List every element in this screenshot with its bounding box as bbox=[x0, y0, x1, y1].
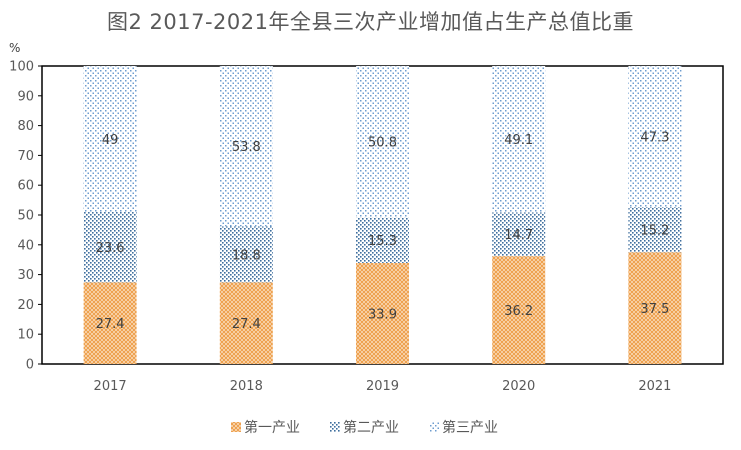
bar-segment-secondary-2018 bbox=[219, 226, 273, 283]
data-label-tertiary-2018: 53.8 bbox=[232, 140, 261, 155]
bar-segment-tertiary-2020 bbox=[492, 66, 546, 213]
legend-label-primary: 第一产业 bbox=[244, 419, 300, 436]
data-label-primary-2020: 36.2 bbox=[504, 304, 533, 319]
chart-title: 图2 2017-2021年全县三次产业增加值占生产总值比重 bbox=[107, 10, 634, 34]
legend-label-secondary: 第二产业 bbox=[343, 419, 399, 436]
legend-swatch-secondary bbox=[330, 422, 340, 432]
bar-segment-primary-2019 bbox=[356, 262, 409, 364]
data-label-secondary-2019: 15.3 bbox=[368, 234, 397, 249]
x-tick-label: 2018 bbox=[230, 379, 263, 394]
data-label-secondary-2020: 14.7 bbox=[504, 228, 533, 243]
x-tick-label: 2021 bbox=[638, 379, 671, 394]
y-tick-label: 80 bbox=[17, 119, 34, 134]
legend-swatch-tertiary bbox=[429, 422, 439, 432]
bar-segment-tertiary-2019 bbox=[356, 66, 409, 218]
bar-segment-tertiary-2021 bbox=[628, 66, 682, 207]
bar-segment-tertiary-2017 bbox=[83, 66, 137, 213]
data-label-tertiary-2017: 49 bbox=[102, 133, 119, 148]
y-tick-label: 0 bbox=[26, 358, 34, 373]
legend-label-tertiary: 第三产业 bbox=[442, 419, 498, 436]
bar-segment-primary-2018 bbox=[219, 282, 273, 364]
bar-segment-secondary-2019 bbox=[356, 217, 409, 263]
bar-segment-primary-2020 bbox=[492, 256, 546, 364]
data-label-primary-2018: 27.4 bbox=[232, 317, 261, 332]
data-label-tertiary-2021: 47.3 bbox=[640, 130, 669, 145]
bar-segment-primary-2021 bbox=[628, 252, 682, 364]
data-label-secondary-2021: 15.2 bbox=[640, 224, 669, 239]
data-label-tertiary-2020: 49.1 bbox=[504, 133, 533, 148]
data-label-primary-2017: 27.4 bbox=[96, 317, 125, 332]
data-label-primary-2021: 37.5 bbox=[640, 302, 669, 317]
bar-segment-tertiary-2018 bbox=[219, 66, 273, 227]
y-axis-unit-label: % bbox=[9, 41, 20, 55]
data-label-secondary-2018: 18.8 bbox=[232, 248, 261, 263]
bar-segment-secondary-2020 bbox=[492, 212, 546, 257]
x-tick-label: 2020 bbox=[502, 379, 535, 394]
y-tick-label: 90 bbox=[17, 89, 34, 104]
y-tick-label: 10 bbox=[17, 328, 34, 343]
y-tick-label: 50 bbox=[17, 209, 34, 224]
data-label-primary-2019: 33.9 bbox=[368, 307, 397, 322]
bar-segment-primary-2017 bbox=[83, 282, 137, 364]
y-tick-label: 30 bbox=[17, 268, 34, 283]
y-tick-label: 100 bbox=[9, 60, 34, 75]
bar-segment-secondary-2021 bbox=[628, 206, 682, 253]
bar-segment-secondary-2017 bbox=[83, 212, 137, 283]
y-tick-label: 70 bbox=[17, 149, 34, 164]
data-label-tertiary-2019: 50.8 bbox=[368, 136, 397, 151]
y-tick-label: 60 bbox=[17, 179, 34, 194]
data-label-secondary-2017: 23.6 bbox=[96, 241, 125, 256]
x-tick-label: 2019 bbox=[366, 379, 399, 394]
y-tick-label: 40 bbox=[17, 238, 34, 253]
x-tick-label: 2017 bbox=[94, 379, 127, 394]
y-tick-label: 20 bbox=[17, 298, 34, 313]
legend-swatch-primary bbox=[231, 422, 241, 432]
